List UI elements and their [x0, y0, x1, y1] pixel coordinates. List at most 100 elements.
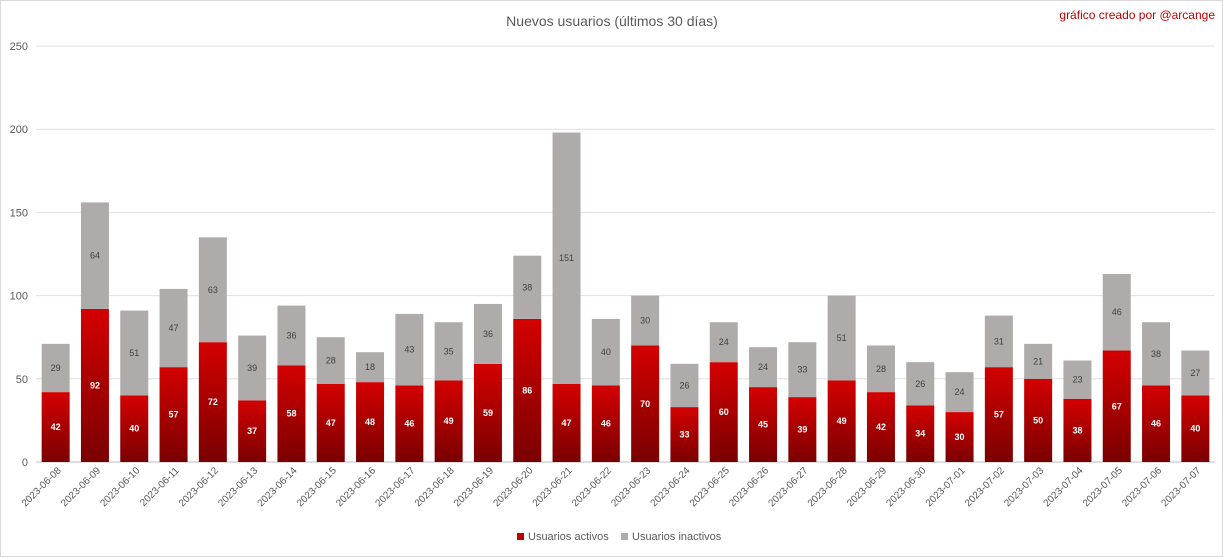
bar-active	[670, 407, 699, 462]
x-tick-label: 2023-06-26	[727, 465, 771, 509]
data-label-active: 45	[758, 420, 768, 430]
bar-inactive	[277, 305, 306, 366]
data-label-active: 58	[286, 409, 296, 419]
bar-active	[709, 362, 738, 462]
data-label-active: 49	[837, 416, 847, 426]
bar-inactive	[198, 237, 227, 343]
legend-label-active: Usuarios activos	[528, 531, 609, 543]
data-label-active: 33	[679, 430, 689, 440]
data-label-inactive: 36	[483, 329, 493, 339]
chart-credit: gráfico creado por @arcange	[1059, 8, 1215, 22]
bar-inactive	[984, 315, 1013, 368]
bar-active	[631, 345, 660, 462]
bar-active	[906, 405, 935, 462]
x-tick-label: 2023-06-10	[98, 465, 142, 509]
data-label-active: 30	[955, 432, 965, 442]
data-label-inactive: 38	[1151, 349, 1161, 359]
x-tick-label: 2023-06-18	[413, 465, 457, 509]
data-label-inactive: 23	[1072, 375, 1082, 385]
data-label-inactive: 26	[679, 380, 689, 390]
data-label-active: 57	[994, 410, 1004, 420]
bar-inactive	[513, 255, 542, 319]
x-tick-label: 2023-07-04	[1042, 465, 1086, 509]
y-tick-label: 200	[10, 124, 28, 136]
data-label-inactive: 24	[955, 387, 965, 397]
data-label-inactive: 43	[404, 345, 414, 355]
bar-inactive	[473, 303, 502, 364]
y-tick-label: 100	[10, 291, 28, 303]
bar-active	[866, 392, 895, 462]
bar-inactive	[434, 322, 463, 381]
data-label-inactive: 31	[994, 336, 1004, 346]
bar-inactive	[356, 352, 385, 383]
bar-active	[827, 380, 856, 462]
data-label-inactive: 35	[444, 346, 454, 356]
x-tick-label: 2023-06-29	[845, 465, 889, 509]
bar-active	[1102, 350, 1131, 462]
data-label-active: 37	[247, 426, 257, 436]
data-label-inactive: 30	[640, 316, 650, 326]
data-label-inactive: 47	[169, 323, 179, 333]
gridlines	[36, 45, 1215, 463]
data-label-inactive: 63	[208, 285, 218, 295]
y-tick-label: 0	[22, 457, 28, 469]
bar-inactive	[120, 310, 149, 396]
x-tick-label: 2023-07-03	[1002, 465, 1046, 509]
data-label-active: 92	[90, 380, 100, 390]
bar-inactive	[552, 132, 581, 384]
legend-label-inactive: Usuarios inactivos	[632, 531, 722, 543]
bar-active	[591, 385, 620, 462]
bar-inactive	[80, 202, 109, 309]
bar-active	[395, 385, 424, 462]
x-axis-ticks: 2023-06-082023-06-092023-06-102023-06-11…	[20, 465, 1204, 509]
bar-active	[277, 365, 306, 462]
bar-active	[513, 318, 542, 462]
bar-active	[356, 382, 385, 462]
y-axis-ticks: 0 50 100 150 200 250	[10, 41, 28, 469]
x-tick-label: 2023-06-19	[452, 465, 496, 509]
y-tick-label: 250	[10, 41, 28, 53]
bar-active	[788, 397, 817, 462]
data-label-active: 67	[1112, 401, 1122, 411]
x-tick-label: 2023-06-28	[806, 465, 850, 509]
data-label-inactive: 33	[797, 365, 807, 375]
data-label-active: 70	[640, 399, 650, 409]
bar-inactive	[1102, 273, 1131, 351]
legend-swatch-inactive	[621, 533, 628, 540]
bar-active	[552, 383, 581, 462]
data-label-inactive: 24	[719, 337, 729, 347]
x-tick-label: 2023-06-11	[138, 465, 182, 509]
x-tick-label: 2023-06-17	[374, 465, 418, 509]
bar-active	[80, 308, 109, 462]
x-tick-label: 2023-06-23	[609, 465, 653, 509]
data-label-inactive: 24	[758, 362, 768, 372]
bar-active	[473, 363, 502, 462]
data-label-active: 47	[562, 418, 572, 428]
data-label-active: 40	[1190, 424, 1200, 434]
bar-active	[41, 392, 70, 462]
bar-inactive	[631, 295, 660, 346]
x-tick-label: 2023-06-21	[531, 465, 575, 509]
bar-inactive	[670, 363, 699, 408]
x-tick-label: 2023-06-08	[20, 465, 64, 509]
data-label-inactive: 151	[559, 253, 574, 263]
data-label-inactive: 51	[837, 333, 847, 343]
data-label-active: 40	[129, 424, 139, 434]
data-label-active: 46	[1151, 419, 1161, 429]
bar-inactive	[1024, 343, 1053, 379]
data-label-inactive: 51	[129, 348, 139, 358]
data-label-inactive: 26	[915, 379, 925, 389]
bar-active	[749, 387, 778, 462]
chart-title: Nuevos usuarios (últimos 30 días)	[506, 13, 718, 29]
data-label-inactive: 64	[90, 251, 100, 261]
bar-active	[198, 342, 227, 462]
bar-inactive	[788, 342, 817, 398]
bar-inactive	[1142, 322, 1171, 386]
x-tick-label: 2023-06-14	[256, 465, 300, 509]
data-label-active: 38	[1072, 425, 1082, 435]
bar-active	[434, 380, 463, 462]
data-label-active: 72	[208, 397, 218, 407]
legend-swatch-active	[517, 533, 524, 540]
